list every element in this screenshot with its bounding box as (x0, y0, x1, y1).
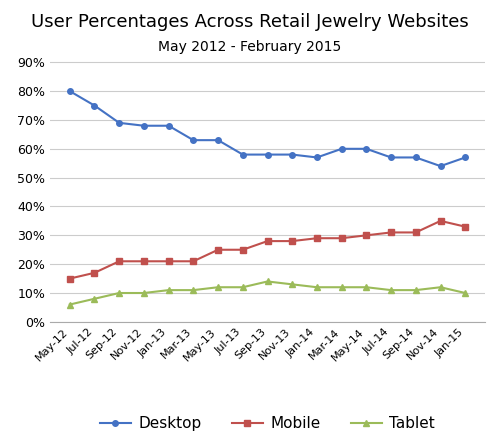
Tablet (92, 296, 98, 301)
Tablet (215, 285, 221, 290)
Mobile (240, 247, 246, 253)
Mobile (438, 218, 444, 224)
Desktop (388, 155, 394, 160)
Mobile (141, 259, 147, 264)
Desktop (338, 146, 344, 152)
Tablet (413, 287, 419, 293)
Tablet (116, 290, 122, 295)
Desktop (289, 152, 295, 157)
Desktop (314, 155, 320, 160)
Desktop (166, 123, 172, 128)
Mobile (289, 238, 295, 244)
Line: Desktop: Desktop (67, 89, 468, 169)
Mobile (92, 270, 98, 275)
Tablet (462, 290, 468, 295)
Desktop (141, 123, 147, 128)
Desktop (240, 152, 246, 157)
Desktop (215, 138, 221, 143)
Mobile (314, 236, 320, 241)
Tablet (388, 287, 394, 293)
Text: User Percentages Across Retail Jewelry Websites: User Percentages Across Retail Jewelry W… (31, 13, 469, 31)
Legend: Desktop, Mobile, Tablet: Desktop, Mobile, Tablet (94, 410, 441, 437)
Mobile (215, 247, 221, 253)
Desktop (462, 155, 468, 160)
Mobile (166, 259, 172, 264)
Mobile (338, 236, 344, 241)
Mobile (67, 276, 73, 281)
Mobile (388, 230, 394, 235)
Tablet (364, 285, 370, 290)
Mobile (462, 224, 468, 229)
Line: Mobile: Mobile (67, 218, 468, 281)
Tablet (338, 285, 344, 290)
Mobile (413, 230, 419, 235)
Mobile (264, 238, 270, 244)
Text: May 2012 - February 2015: May 2012 - February 2015 (158, 40, 342, 54)
Mobile (364, 232, 370, 238)
Desktop (92, 103, 98, 108)
Tablet (67, 302, 73, 307)
Desktop (67, 89, 73, 94)
Tablet (289, 282, 295, 287)
Tablet (314, 285, 320, 290)
Tablet (190, 287, 196, 293)
Desktop (116, 120, 122, 126)
Mobile (190, 259, 196, 264)
Tablet (438, 285, 444, 290)
Mobile (116, 259, 122, 264)
Tablet (264, 279, 270, 284)
Desktop (438, 164, 444, 169)
Line: Tablet: Tablet (67, 278, 468, 308)
Desktop (413, 155, 419, 160)
Tablet (240, 285, 246, 290)
Tablet (141, 290, 147, 295)
Desktop (264, 152, 270, 157)
Tablet (166, 287, 172, 293)
Desktop (190, 138, 196, 143)
Desktop (364, 146, 370, 152)
